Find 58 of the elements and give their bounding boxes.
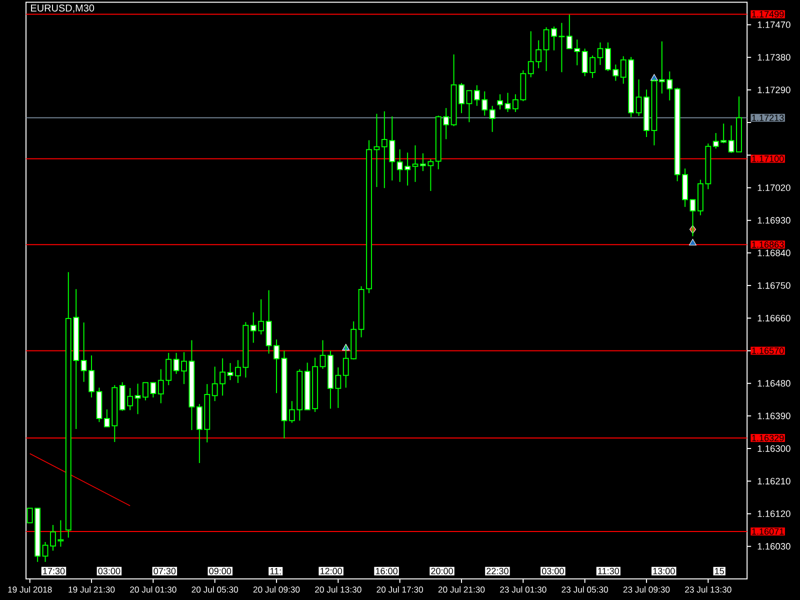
candlestick	[42, 541, 48, 562]
y-tick-label: 1.16750	[758, 282, 790, 289]
ref-line-label: 1.16570	[752, 348, 784, 354]
annotation: 13:00	[653, 568, 675, 574]
annotation: 03:00	[98, 568, 120, 574]
x-tick-label: 23 Jul 09:30	[623, 586, 670, 593]
x-tick-label: 20 Jul 17:30	[376, 586, 424, 593]
x-tick-label: 20 Jul 01:30	[130, 586, 176, 593]
x-tick-label: 20 Jul 21:30	[438, 586, 485, 593]
ref-line-label: 1.17499	[752, 11, 784, 18]
y-tick-label: 1.17380	[758, 54, 790, 61]
y-tick-label: 1.16930	[758, 217, 790, 224]
x-tick-label: 20 Jul 09:30	[253, 586, 300, 593]
y-tick-label: 1.16300	[758, 445, 790, 452]
candlestick	[504, 92, 511, 113]
ref-line-label: 1.16863	[752, 241, 784, 248]
candlestick	[412, 144, 418, 182]
y-tick-label: 1.16480	[758, 380, 790, 387]
annotation: 12:00	[320, 568, 342, 574]
ref-line-label: 1.16071	[752, 528, 784, 535]
y-tick-label: 1.16210	[758, 478, 790, 484]
candlestick	[134, 383, 141, 415]
y-tick-label: 1.17290	[758, 86, 790, 94]
candlestick	[489, 105, 496, 132]
y-tick-label: 1.16660	[758, 314, 790, 322]
candlestick	[497, 94, 504, 110]
ref-line-label: 1.16329	[752, 434, 784, 442]
ref-line-label: 1.17213	[752, 114, 784, 122]
annotation: 20:00	[431, 568, 453, 574]
y-tick-label: 1.16390	[758, 412, 790, 420]
y-tick-label: 1.16030	[758, 543, 790, 550]
y-tick-label: 1.17470	[758, 21, 790, 28]
annotation: 11:30	[598, 568, 620, 574]
x-tick-label: 23 Jul 01:30	[500, 586, 546, 593]
point	[689, 238, 696, 246]
y-tick-label: 1.17020	[758, 184, 790, 192]
annotation: 09:00	[209, 568, 232, 574]
annotation: 22:30	[486, 568, 508, 574]
annotation: 03:00	[542, 568, 564, 574]
x-tick-label: 20 Jul 05:30	[192, 586, 238, 593]
x-tick-label: 19 Jul 2018	[8, 586, 52, 593]
annotation: 07:30	[154, 568, 176, 574]
candlestick	[597, 42, 604, 66]
candlestick	[227, 362, 234, 381]
y-tick-label: 1.16840	[758, 250, 790, 256]
annotation: 16:00	[376, 568, 398, 574]
chart-title: EURUSD,M30	[31, 4, 94, 13]
annotation: 15	[715, 568, 724, 574]
point	[650, 74, 658, 81]
x-tick-label: 23 Jul 13:30	[685, 586, 732, 593]
candlestick	[320, 340, 326, 370]
ref-line-label: 1.17100	[752, 156, 784, 162]
annotation: 11:	[270, 568, 281, 574]
x-tick-label: 19 Jul 21:30	[68, 586, 115, 593]
annotation: 17:30	[43, 568, 65, 574]
x-tick-label: 23 Jul 05:30	[562, 586, 608, 593]
y-tick-label: 1.16120	[758, 510, 790, 518]
x-tick-label: 20 Jul 13:30	[315, 586, 362, 593]
